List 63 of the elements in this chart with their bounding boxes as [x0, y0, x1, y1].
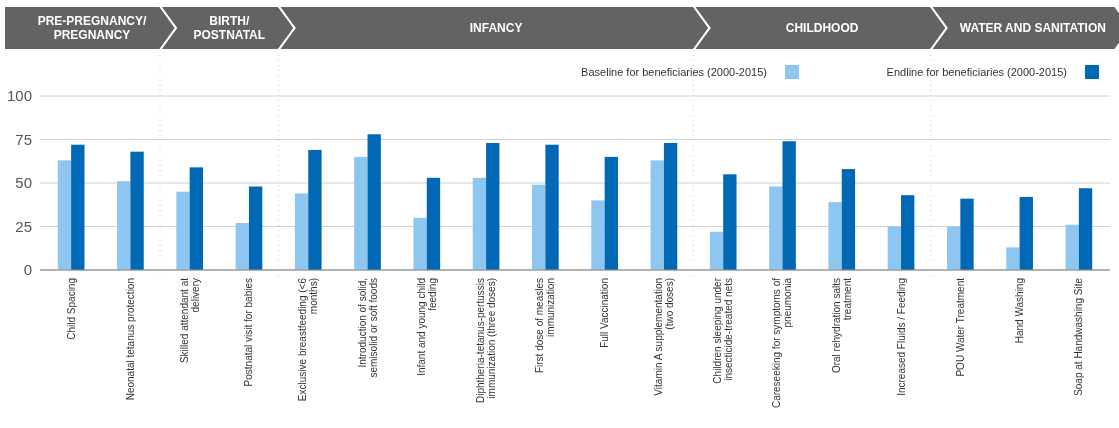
bar — [57, 160, 72, 270]
bar — [1078, 188, 1093, 270]
bar — [841, 169, 856, 270]
bar — [1006, 247, 1020, 270]
x-tick-label: Infant and young child feeding — [415, 278, 438, 376]
x-tick-label: Children sleeping under insecticide-treated nets — [712, 277, 735, 384]
x-tick-label: Increased Fluids / Feeding — [895, 278, 907, 396]
bar — [189, 167, 204, 270]
bar — [130, 151, 144, 270]
bar — [413, 217, 427, 270]
y-tick-label: 75 — [15, 130, 32, 148]
bar — [723, 174, 737, 270]
bar — [532, 184, 546, 270]
bar — [1065, 224, 1079, 270]
text: BIRTH/ POSTNATAL — [193, 14, 266, 42]
x-tick-label: Oral rehydration salts treatment — [830, 277, 853, 374]
bar — [960, 198, 974, 270]
bar — [946, 226, 961, 270]
bar — [663, 142, 678, 270]
bar — [354, 156, 368, 270]
x-tick-label: Vitamin A supplementation (two doses) — [652, 278, 675, 396]
bar — [604, 156, 618, 270]
x-tick-label: Postnatal visit for babies — [243, 278, 255, 387]
bar — [1019, 196, 1033, 270]
bar — [367, 134, 381, 270]
bar — [650, 160, 664, 270]
y-tick-label: 100 — [6, 87, 32, 105]
y-tick-label: 50 — [15, 174, 32, 192]
bar — [294, 193, 309, 270]
x-tick-label: Hand Washing — [1014, 278, 1026, 344]
text: PRE-PREGNANCY/ PREGNANCY — [37, 14, 148, 42]
bar — [248, 186, 263, 270]
x-tick-label: Child Spacing — [65, 278, 77, 340]
bar — [71, 144, 85, 270]
legend-label: Endline for beneficiaries (2000-2015) — [886, 65, 1067, 78]
x-tick-label: Full Vaccination — [599, 278, 611, 348]
x-tick-label: POU Water Treatment — [954, 277, 966, 377]
bar — [176, 191, 190, 270]
bar — [235, 223, 249, 270]
legend-label: Baseline for beneficiaries (2000-2015) — [581, 65, 767, 78]
x-tick-label: Soap at Handwashing Site — [1073, 277, 1085, 396]
x-tick-label: Skilled attendant at delivery — [178, 277, 201, 364]
bar — [486, 142, 500, 270]
bar — [591, 200, 605, 270]
text: INFANCY — [469, 21, 523, 35]
bar — [545, 144, 559, 270]
text: CHILDHOOD — [785, 21, 859, 35]
bar — [472, 177, 487, 270]
text: WATER AND SANITATION — [959, 21, 1106, 35]
bar — [769, 186, 783, 270]
y-tick-label: 25 — [15, 217, 32, 235]
bar — [901, 195, 915, 270]
x-tick-label: Exclusive breastfeeding (<6 months) — [297, 277, 320, 402]
x-tick-label: Diphtheria-tetanus-pertussis immunization (three doses) — [475, 278, 498, 404]
y-tick-label: 0 — [23, 261, 32, 279]
bar — [887, 226, 902, 270]
bar — [308, 149, 322, 270]
bar — [709, 231, 724, 270]
x-tick-label: Neonatal tetanus protection — [124, 278, 136, 401]
bar — [117, 181, 131, 270]
bar — [426, 177, 441, 270]
bar — [828, 202, 842, 270]
bar — [782, 141, 796, 270]
